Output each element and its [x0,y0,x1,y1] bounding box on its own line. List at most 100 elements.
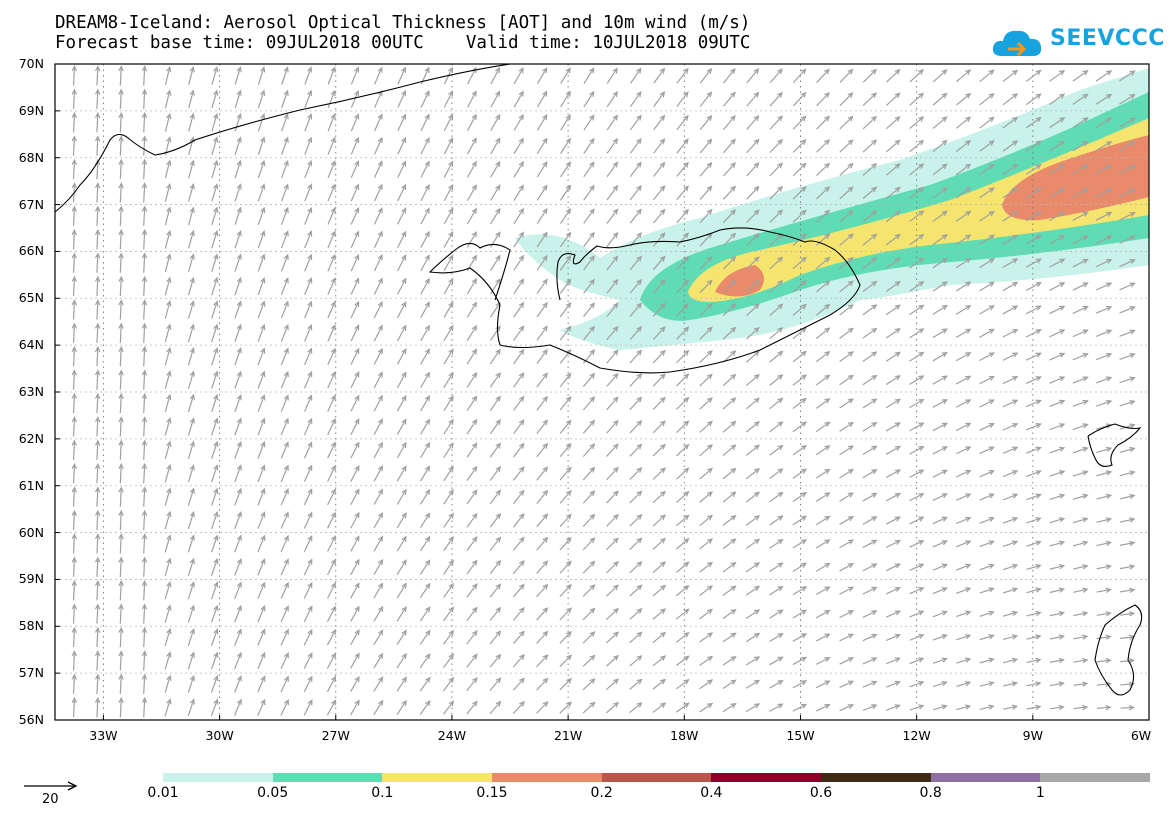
wind-arrow [210,604,219,623]
wind-arrow [699,208,713,224]
wind-arrow [71,579,77,601]
wind-arrow [839,139,854,153]
wind-arrow [629,208,642,224]
wind-arrow [862,115,878,130]
wind-arrow [211,276,219,296]
wind-arrow [257,370,266,389]
wind-arrow [187,276,195,296]
wind-arrow [1095,211,1113,221]
colorbar-label: 0.8 [919,785,942,801]
wind-arrow [536,372,548,388]
wind-arrow [629,90,642,108]
wind-arrow [932,563,948,571]
wind-arrow [141,88,148,109]
wind-arrow [722,491,737,503]
lat-label: 59N [18,571,44,587]
wind-arrow [118,135,124,156]
wind-arrow [536,489,549,504]
wind-arrow [1002,587,1019,594]
wind-arrow [187,300,195,319]
colorbar-segment [711,773,822,782]
wind-arrow [979,210,995,222]
wind-arrow [1096,470,1113,477]
wind-arrow [956,587,972,594]
wind-arrow [1026,681,1042,687]
wind-arrow [280,323,289,342]
lon-label: 6W [1130,728,1152,743]
wind-arrow [211,440,219,459]
wind-arrow [466,395,478,412]
wind-arrow [466,700,478,715]
wind-arrow [350,324,360,342]
wind-arrow [676,349,690,364]
wind-arrow [303,464,313,482]
wind-arrow [909,704,925,711]
wind-arrow [234,534,242,553]
wind-arrow [304,183,313,202]
wind-arrow [350,629,360,646]
wind-arrow [955,446,972,455]
wind-arrow [164,346,172,366]
wind-arrow [141,533,148,554]
wind-arrow [94,205,101,226]
wind-arrow [489,372,501,388]
wind-arrow [629,184,642,201]
wind-arrow [582,349,596,364]
wind-arrow [909,304,925,316]
wind-arrow [629,349,643,364]
wind-arrow [118,696,124,718]
wind-arrow [420,488,431,505]
wind-arrow [792,562,808,572]
wind-arrow [582,490,596,504]
wind-arrow [606,231,619,248]
wind-arrow [769,162,784,177]
wind-arrow [304,347,313,366]
wind-arrow [536,419,549,434]
wind-arrow [956,610,972,618]
wind-arrow [769,374,784,386]
wind-arrow [71,486,77,507]
wind-arrow [420,183,430,202]
wind-arrow [234,159,242,179]
wind-arrow [373,605,384,622]
wind-arrow [815,633,831,642]
wind-arrow [1002,258,1019,268]
wind-arrow [815,233,831,246]
wind-arrow [1073,681,1089,687]
wind-arrow [885,351,901,362]
wind-arrow [956,704,972,711]
wind-arrow [862,233,878,246]
wind-arrow [559,654,572,668]
wind-arrow [257,604,266,623]
wind-arrow [71,158,77,180]
wind-arrow [234,651,242,670]
wind-arrow [862,633,878,642]
wind-arrow [257,581,266,599]
wind-arrow [955,92,972,106]
wind-arrow [513,442,525,458]
wind-arrow [118,579,124,601]
wind-arrow [606,560,619,574]
wind-arrow [187,464,195,483]
wind-arrow [769,680,784,689]
wind-arrow [419,582,431,599]
wind-arrow [280,300,289,319]
wind-arrow [350,66,360,85]
wind-arrow [420,301,430,318]
wind-arrow [722,397,737,410]
wind-arrow [652,655,667,667]
wind-arrow [373,371,383,389]
wind-arrow [1002,563,1019,571]
wind-arrow [280,675,289,693]
wind-arrow [815,421,831,433]
wind-arrow [885,375,901,386]
wind-arrow [466,559,478,575]
wind-arrow [536,254,548,271]
wind-arrow [652,561,667,574]
colorbar-segment [930,773,1041,782]
wind-arrow [862,327,878,339]
wind-arrow [280,581,289,599]
wind-arrow [164,182,172,202]
wind-arrow [676,114,689,131]
wind-arrow [397,89,407,108]
